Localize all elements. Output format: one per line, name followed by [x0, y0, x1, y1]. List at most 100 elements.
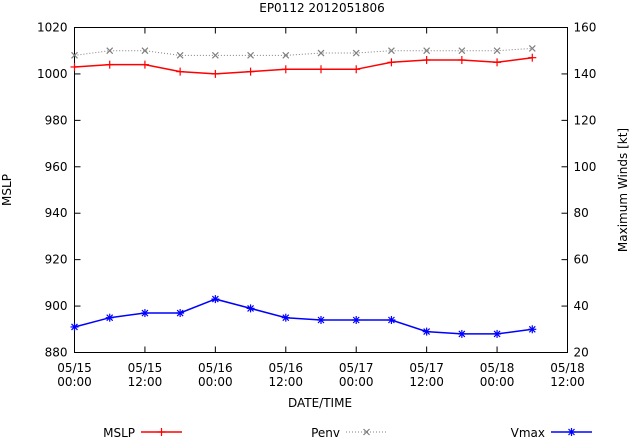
data-point-penv: [71, 51, 78, 59]
series-penv: [71, 44, 536, 59]
data-point-penv-d2: [282, 51, 290, 59]
data-point-vmax: [281, 313, 290, 322]
data-point-penv-d2: [71, 51, 78, 59]
legend-label-mslp: MSLP: [103, 426, 135, 439]
data-point-penv-d2: [352, 49, 360, 57]
legend-label-penv: Penv: [311, 426, 340, 439]
data-point-mslp: [352, 65, 361, 74]
y2-tick-label: 160: [574, 21, 597, 35]
legend-entry-mslp: MSLP: [103, 426, 182, 439]
data-point-penv: [317, 49, 325, 57]
data-point-vmax: [105, 313, 114, 322]
data-point-penv: [493, 47, 501, 55]
data-point-penv-d2: [528, 44, 536, 52]
y2-axis-ticks: 20 40 60 80 100 120 140 160: [561, 21, 597, 360]
data-point-penv-d2: [317, 49, 325, 57]
data-point-mslp: [387, 58, 396, 67]
data-point-vmax: [387, 316, 396, 324]
data-point-vmax: [352, 316, 361, 324]
data-point-vmax: [140, 309, 149, 318]
legend-label-vmax: Vmax: [511, 426, 545, 439]
data-point-vmax: [70, 322, 79, 331]
data-point-penv: [106, 47, 114, 55]
x-tick-label-time: 12:00: [128, 375, 163, 389]
y2-tick-label: 100: [574, 160, 597, 174]
data-point-penv-d2: [106, 47, 114, 55]
data-point-penv-d2: [141, 47, 149, 55]
data-point-vmax-d2: [528, 325, 536, 333]
series-line-vmax: [74, 298, 533, 335]
chart-title: EP0112 2012051806: [259, 1, 385, 15]
data-point-penv-d2: [388, 47, 395, 55]
series-vmax: [70, 295, 537, 338]
legend-sample-vmax: [551, 428, 592, 436]
y-axis-title: MSLP: [0, 174, 14, 206]
x-tick-label-time: 00:00: [480, 375, 515, 389]
data-point-penv: [141, 47, 149, 55]
series-line-mslp: [74, 56, 533, 75]
data-point-vmax-d2: [493, 330, 501, 338]
data-point-vmax-d2: [141, 309, 149, 317]
data-point-vmax: [493, 329, 502, 338]
legend-marker-penv-d2: [363, 428, 370, 436]
data-point-vmax: [246, 304, 255, 313]
data-point-vmax-d2: [317, 316, 325, 324]
data-point-mslp: [140, 60, 149, 69]
data-point-penv-d2: [423, 47, 431, 55]
data-point-mslp: [281, 65, 290, 74]
data-point-mslp: [317, 65, 325, 74]
y2-tick-label: 60: [574, 253, 589, 267]
data-point-penv: [388, 47, 395, 55]
data-point-mslp: [457, 56, 466, 64]
data-point-penv: [211, 51, 219, 59]
data-point-mslp: [211, 69, 220, 78]
x-axis-ticks: 05/1500:0005/1512:0005/1600:0005/1612:00…: [57, 27, 585, 389]
data-point-penv-d2: [458, 47, 466, 55]
data-point-vmax-d2: [282, 314, 290, 322]
legend-sample-penv: [346, 428, 387, 436]
data-point-penv: [282, 51, 290, 59]
y-tick-label: 900: [45, 299, 68, 313]
x-tick-label-date: 05/18: [480, 361, 515, 375]
data-point-penv-d2: [247, 51, 254, 59]
legend-entry-penv: Penv: [311, 426, 387, 439]
series-layer: [70, 44, 537, 338]
data-point-vmax-d2: [352, 316, 360, 324]
legend: MSLP Penv Vmax: [103, 426, 592, 439]
data-point-vmax: [211, 295, 220, 304]
data-point-vmax: [422, 327, 431, 336]
data-point-penv-d2: [493, 47, 501, 55]
legend-marker-mslp: [157, 428, 166, 436]
data-point-penv-d2: [211, 51, 219, 59]
legend-marker-penv: [363, 428, 370, 436]
data-point-vmax: [317, 316, 325, 324]
x-tick-label-time: 12:00: [409, 375, 444, 389]
y-tick-label: 960: [45, 160, 68, 174]
x-tick-label-time: 00:00: [198, 375, 233, 389]
y2-tick-label: 80: [574, 206, 589, 220]
data-point-penv: [458, 47, 466, 55]
data-point-vmax-d2: [423, 328, 431, 336]
x-tick-label-date: 05/17: [339, 361, 374, 375]
x-tick-label-time: 00:00: [339, 375, 374, 389]
y-tick-label: 1000: [37, 67, 68, 81]
y2-tick-label: 120: [574, 113, 597, 127]
x-tick-label-time: 00:00: [57, 375, 92, 389]
y-tick-label: 1020: [37, 21, 68, 35]
data-point-vmax-d2: [458, 330, 466, 338]
legend-entry-vmax: Vmax: [511, 426, 592, 439]
data-point-mslp: [422, 56, 431, 64]
y2-tick-label: 40: [574, 299, 589, 313]
legend-marker-vmax-d2: [568, 428, 575, 436]
series-mslp: [70, 53, 537, 78]
data-point-mslp: [70, 62, 79, 71]
x-axis-title: DATE/TIME: [288, 396, 352, 410]
data-point-penv: [423, 47, 431, 55]
y2-tick-label: 20: [574, 346, 589, 360]
x-tick-label-date: 05/15: [57, 361, 92, 375]
data-point-mslp: [176, 67, 185, 76]
x-tick-label-date: 05/16: [198, 361, 233, 375]
y-axis-ticks: 880 900 920 940 960 980 1000 1020: [37, 21, 81, 360]
x-tick-label-date: 05/15: [128, 361, 163, 375]
data-point-penv: [247, 51, 254, 59]
